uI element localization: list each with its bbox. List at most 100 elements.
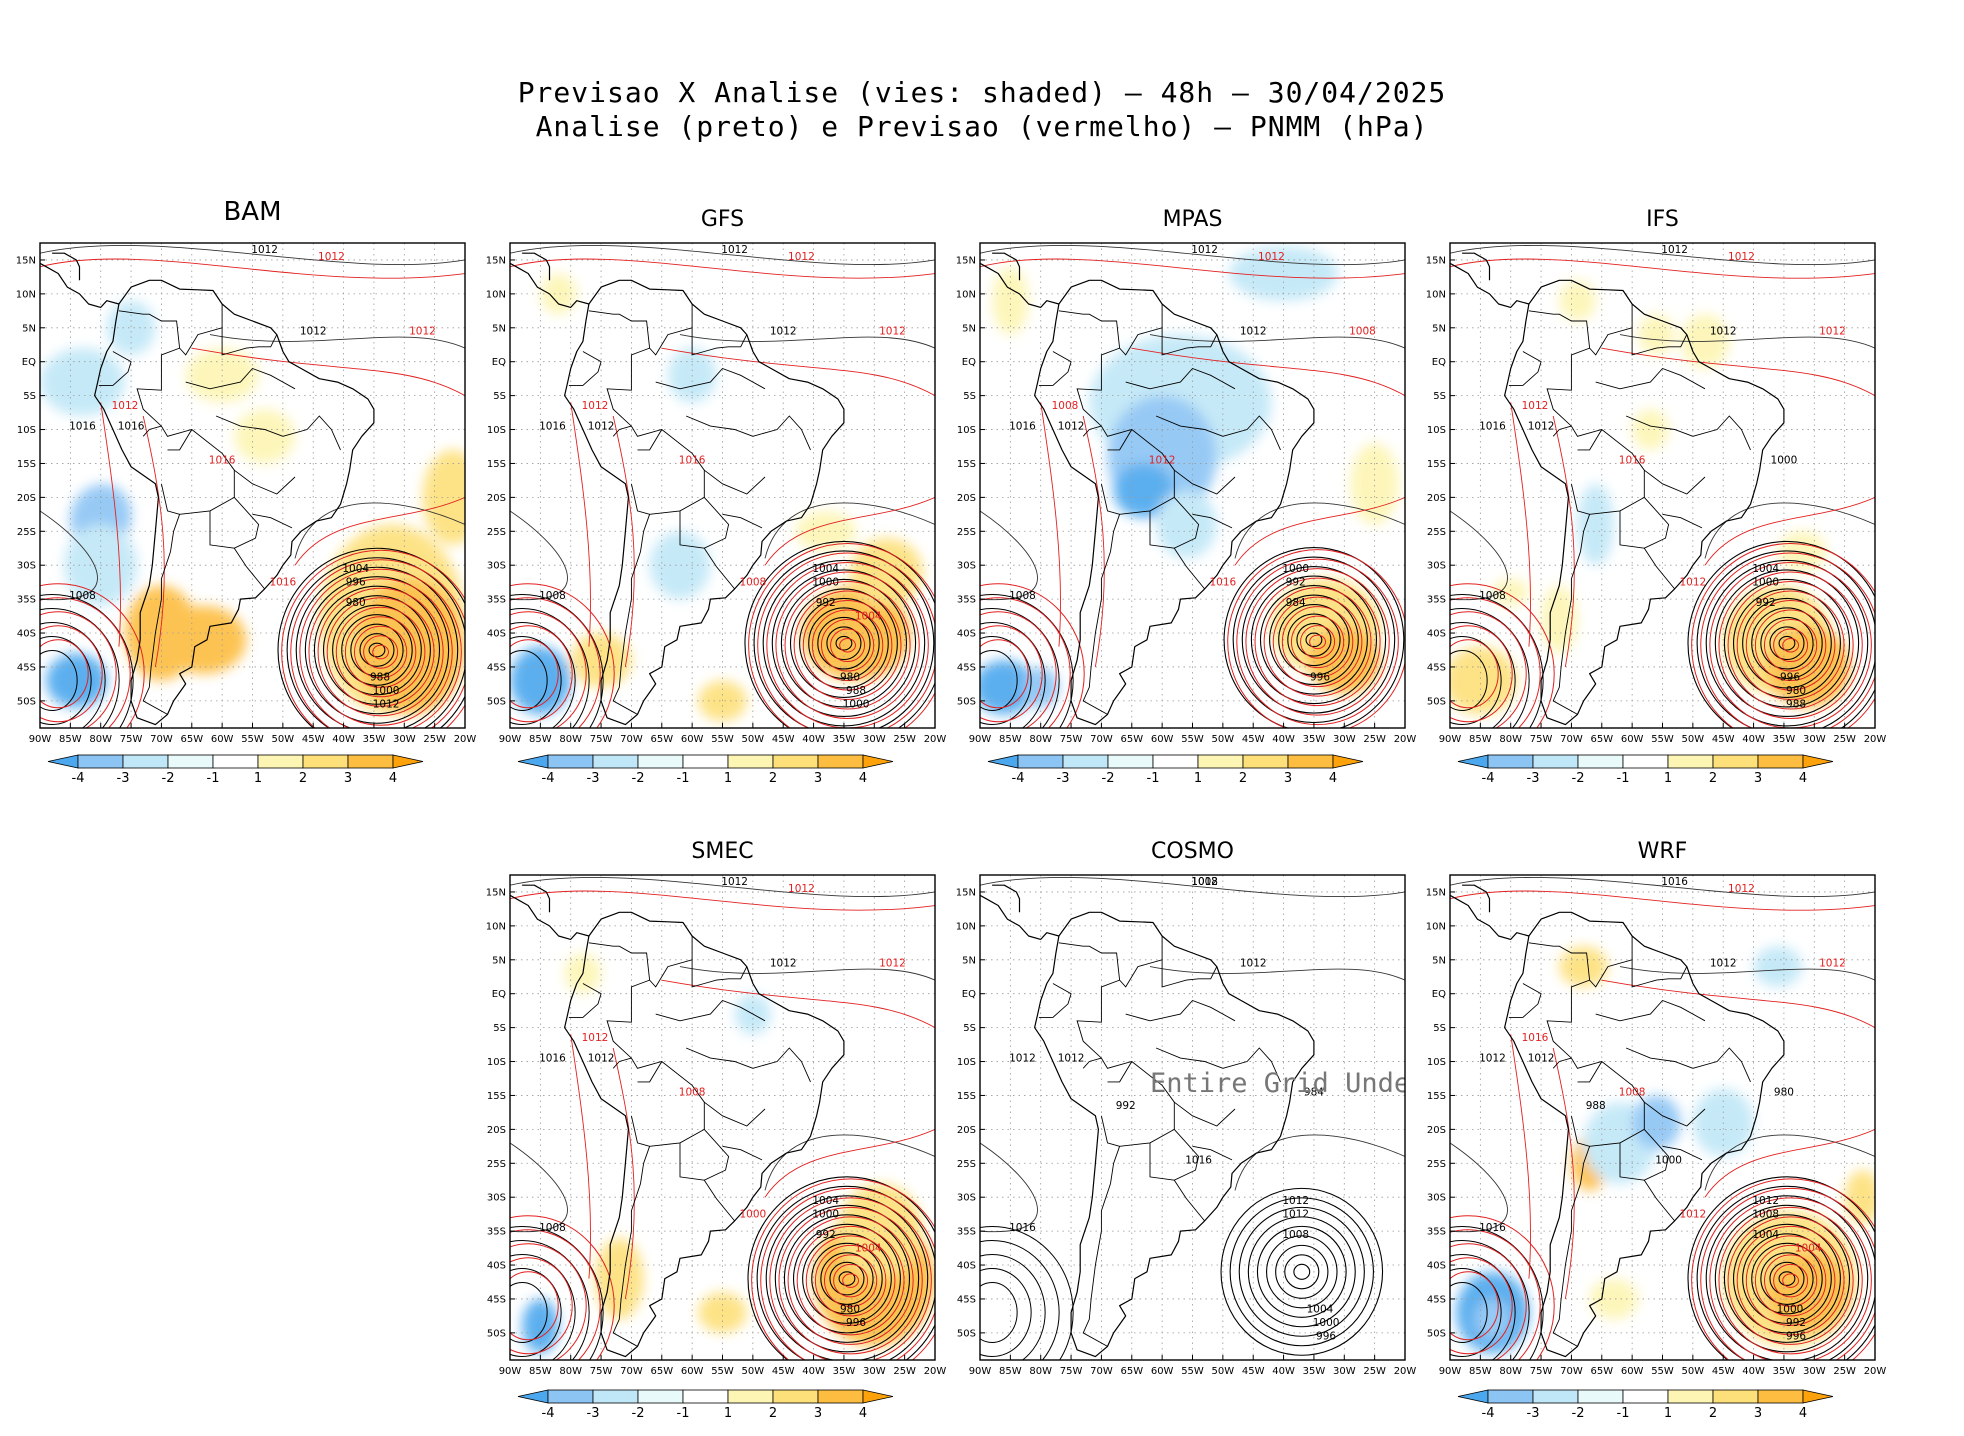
isobar-label-analysis: 1012 xyxy=(1710,958,1737,970)
isobar-label-analysis: 988 xyxy=(1586,1100,1606,1112)
colorbar-tick-label: -2 xyxy=(1572,1406,1585,1421)
lat-tick-label: 15N xyxy=(956,887,976,898)
lat-tick-label: 15N xyxy=(486,887,506,898)
isobar-label-analysis: 1012 xyxy=(1710,326,1737,338)
colorbar-tick-label: 1 xyxy=(724,1406,732,1421)
lat-tick-label: EQ xyxy=(1432,989,1446,1000)
lon-tick-label: 90W xyxy=(499,1366,522,1377)
lat-tick-label: 5S xyxy=(1433,391,1446,402)
isobar-label-analysis: 1016 xyxy=(69,421,96,433)
lat-tick-label: 40S xyxy=(487,1261,506,1272)
anomaly-shade xyxy=(1474,1298,1511,1340)
lon-tick-label: 60W xyxy=(681,734,704,745)
lon-tick-label: 75W xyxy=(1060,1366,1083,1377)
lat-tick-label: 20S xyxy=(487,1125,506,1136)
lon-tick-label: 75W xyxy=(120,734,143,745)
colorbar-tick-label: 4 xyxy=(1329,771,1337,786)
isobar-label-analysis: 1012 xyxy=(1240,958,1267,970)
isobar-label-analysis: 1012 xyxy=(588,1053,615,1065)
isobar-label-forecast: 1008 xyxy=(679,1086,706,1098)
isobar-label-analysis: 1016 xyxy=(539,421,566,433)
lon-tick-label: 20W xyxy=(1864,1366,1887,1377)
lon-tick-label: 55W xyxy=(711,1366,734,1377)
anomaly-shade xyxy=(1777,531,1827,572)
lat-tick-label: 40S xyxy=(957,629,976,640)
lat-tick-label: 15N xyxy=(1426,887,1446,898)
isobar-label-analysis: 992 xyxy=(1286,577,1306,589)
lat-tick-label: 35S xyxy=(1427,595,1446,606)
colorbar-tick-label: 2 xyxy=(769,771,777,786)
lon-tick-label: 65W xyxy=(1590,1366,1613,1377)
isobar-label-analysis: 1000 xyxy=(1771,454,1798,466)
isobar-label-analysis: 988 xyxy=(370,672,390,684)
lat-tick-label: 40S xyxy=(487,629,506,640)
isobar-label-analysis: 1000 xyxy=(1752,577,1779,589)
isobar-label-forecast: 1012 xyxy=(1522,400,1549,412)
lon-tick-label: 50W xyxy=(1682,1366,1705,1377)
lon-tick-label: 60W xyxy=(681,1366,704,1377)
isobar-label-analysis: 988 xyxy=(1786,699,1806,711)
isobar-label-forecast: 1016 xyxy=(269,577,296,589)
figure-title-line2: Analise (preto) e Previsao (vermelho) – … xyxy=(535,110,1429,143)
isobar-label-analysis: 1008 xyxy=(1009,590,1036,602)
isobar-label-analysis: 1012 xyxy=(770,326,797,338)
colorbar-tick-label: -3 xyxy=(1527,771,1540,786)
isobar-label-analysis: 996 xyxy=(1316,1331,1336,1343)
isobar-label-analysis: 1012 xyxy=(300,326,327,338)
lat-tick-label: 50S xyxy=(1427,696,1446,707)
lon-tick-label: 80W xyxy=(89,734,112,745)
anomaly-shade xyxy=(1844,1170,1875,1225)
lon-tick-label: 25W xyxy=(1363,1366,1386,1377)
isobar-label-forecast: 1012 xyxy=(879,958,906,970)
isobar-label-analysis: 1000 xyxy=(1313,1317,1340,1329)
lat-tick-label: 30S xyxy=(957,561,976,572)
lat-tick-label: 30S xyxy=(1427,561,1446,572)
lat-tick-label: 15S xyxy=(1427,1091,1446,1102)
lon-tick-label: 20W xyxy=(924,734,947,745)
lon-tick-label: 40W xyxy=(802,1366,825,1377)
lon-tick-label: 60W xyxy=(1621,1366,1644,1377)
anomaly-shade xyxy=(234,409,295,464)
isobar-label-analysis: 988 xyxy=(846,685,866,697)
isobar-label-analysis: 1008 xyxy=(1191,876,1218,888)
lon-tick-label: 80W xyxy=(1029,1366,1052,1377)
anomaly-shade xyxy=(1492,578,1529,606)
colorbar-bam: -4 -3 -2 -1 1 2 3 4 xyxy=(47,754,424,786)
lon-tick-label: 70W xyxy=(150,734,173,745)
lat-tick-label: 50S xyxy=(957,696,976,707)
lat-tick-label: EQ xyxy=(1432,357,1446,368)
isobar-label-analysis: 992 xyxy=(816,597,836,609)
lon-tick-label: 65W xyxy=(1120,1366,1143,1377)
colorbar-tick-label: 3 xyxy=(1754,771,1762,786)
isobar-label-analysis: 1004 xyxy=(1752,1229,1779,1241)
coastline xyxy=(1503,279,1785,726)
isobar-label-forecast: 1012 xyxy=(1679,577,1706,589)
panel-title-gfs: GFS xyxy=(700,207,745,232)
lon-tick-label: 90W xyxy=(1439,1366,1462,1377)
lon-tick-label: 40W xyxy=(1272,734,1295,745)
lat-tick-label: 45S xyxy=(1427,662,1446,673)
colorbar-tick-label: -1 xyxy=(677,1406,690,1421)
lon-tick-label: 75W xyxy=(1530,1366,1553,1377)
anomaly-shade xyxy=(698,1292,747,1333)
lat-tick-label: 30S xyxy=(487,561,506,572)
anomaly-shade xyxy=(106,300,156,355)
isobar-label-analysis: 1012 xyxy=(1479,1053,1506,1065)
colorbar-tick-label: 4 xyxy=(859,1406,867,1421)
lat-tick-label: 10N xyxy=(956,289,976,300)
isobar-label-analysis: 1016 xyxy=(118,421,145,433)
colorbar-tick-label: -4 xyxy=(542,1406,555,1421)
lat-tick-label: 20S xyxy=(957,1125,976,1136)
isobar-label-analysis: 1012 xyxy=(770,958,797,970)
lat-tick-label: 10N xyxy=(1426,289,1446,300)
lon-tick-label: 55W xyxy=(1651,1366,1674,1377)
isobar-label-analysis: 1012 xyxy=(721,876,748,888)
colorbar-tick-label: 1 xyxy=(254,771,262,786)
isobar-label-forecast: 1012 xyxy=(788,883,815,895)
lat-tick-label: EQ xyxy=(492,357,506,368)
isobar-label-analysis: 992 xyxy=(1756,597,1776,609)
lon-tick-label: 55W xyxy=(241,734,264,745)
isobar-label-analysis: 1008 xyxy=(69,590,96,602)
